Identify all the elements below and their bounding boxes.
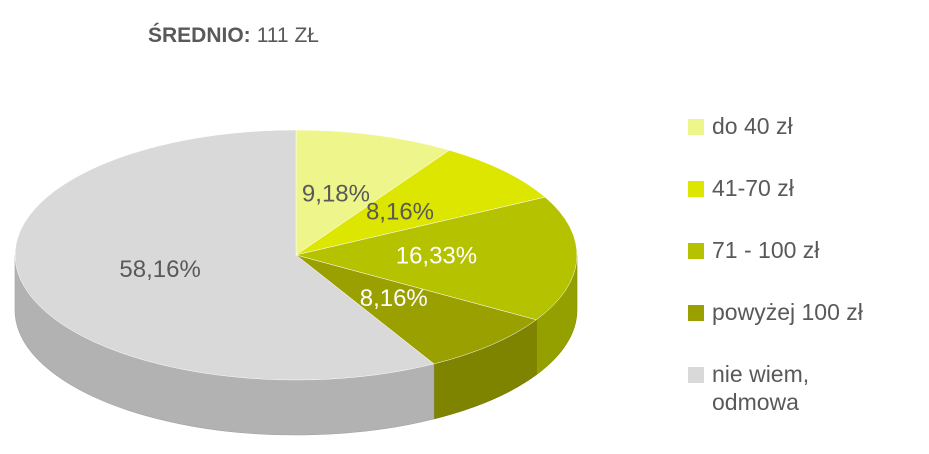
slice	[295, 254, 537, 365]
data-label: 8,16%	[366, 198, 434, 225]
slice	[295, 129, 450, 256]
legend-label: nie wiem, odmowa	[712, 361, 810, 415]
legend-swatch	[688, 243, 704, 259]
data-label: 8,16%	[360, 285, 428, 312]
legend-item: do 40 zł	[688, 112, 923, 174]
legend-item: powyżej 100 zł	[688, 298, 923, 360]
slice	[295, 149, 546, 256]
legend-label: 41-70 zł	[712, 175, 794, 201]
data-label: 9,18%	[302, 180, 370, 207]
data-label: 58,16%	[119, 256, 200, 283]
legend-swatch	[688, 305, 704, 321]
slice	[295, 196, 578, 321]
legend-item: nie wiem, odmowa	[688, 360, 923, 422]
legend: do 40 zł 41-70 zł 71 - 100 zł powyżej 100 z…	[688, 112, 923, 422]
legend-item: 41-70 zł	[688, 174, 923, 236]
legend-swatch	[688, 181, 704, 197]
data-label: 16,33%	[396, 242, 477, 269]
legend-label: powyżej 100 zł	[712, 299, 863, 325]
legend-swatch	[688, 119, 704, 135]
legend-swatch	[688, 367, 704, 383]
title-value: 111 ZŁ	[257, 24, 319, 47]
slice	[14, 129, 435, 381]
legend-item: 71 - 100 zł	[688, 236, 923, 298]
legend-label: 71 - 100 zł	[712, 237, 820, 263]
title-bold: ŚREDNIO:	[148, 23, 251, 47]
chart-title: ŚREDNIO: 111 ZŁ	[148, 23, 319, 47]
legend-label: do 40 zł	[712, 113, 793, 139]
